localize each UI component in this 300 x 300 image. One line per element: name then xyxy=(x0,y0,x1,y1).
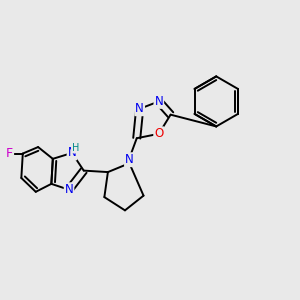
Text: N: N xyxy=(135,102,144,115)
Text: O: O xyxy=(154,127,164,140)
Text: N: N xyxy=(65,183,74,196)
Text: N: N xyxy=(125,153,134,166)
Text: H: H xyxy=(72,142,79,153)
Text: N: N xyxy=(154,95,163,108)
Text: F: F xyxy=(6,147,13,160)
Text: N: N xyxy=(68,146,76,159)
